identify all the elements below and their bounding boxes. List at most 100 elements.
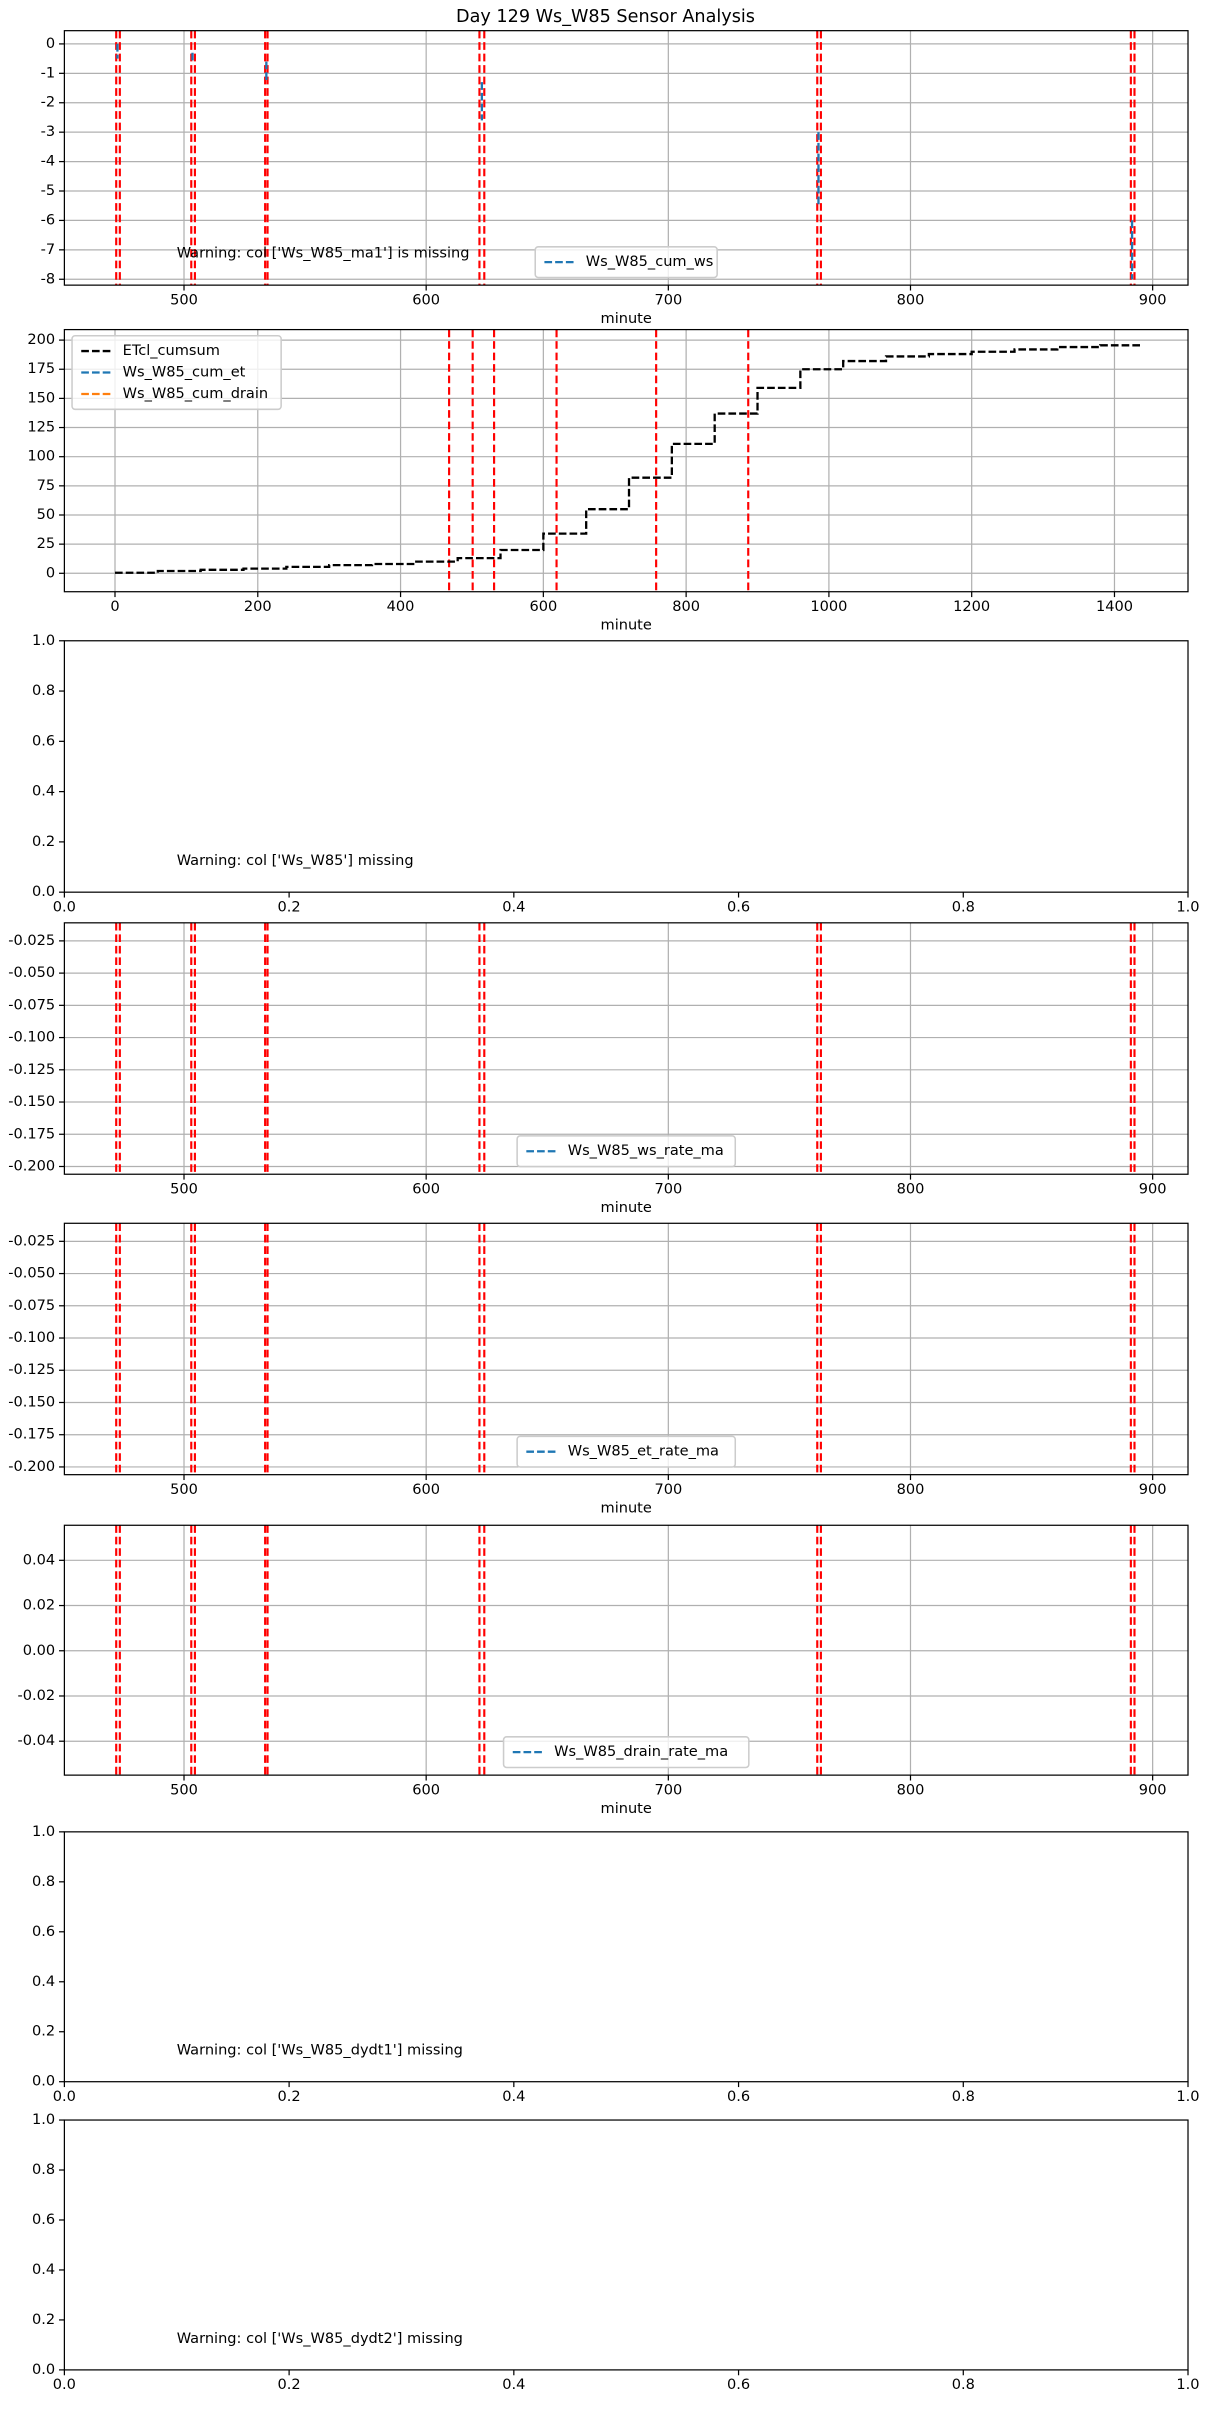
y-tick-label: 1.0 xyxy=(32,2111,55,2128)
x-tick-label: 500 xyxy=(170,1781,198,1798)
x-tick-label: 0.6 xyxy=(727,2088,750,2105)
axes-frame xyxy=(63,328,1189,593)
y-tick-label: 0.4 xyxy=(32,1973,55,1990)
y-tick-label: -0.075 xyxy=(8,1297,55,1314)
y-tick-label: -1 xyxy=(41,64,56,81)
y-tick-label: 0.4 xyxy=(32,783,55,800)
y-tick-label: 0.6 xyxy=(32,1923,55,1940)
legend-box xyxy=(534,246,718,279)
legend-box xyxy=(502,1736,750,1769)
x-tick-label: 700 xyxy=(654,1481,682,1498)
y-tick-label: -5 xyxy=(41,182,56,199)
y-tick-label: -0.125 xyxy=(8,1061,55,1078)
x-tick-label: 0.8 xyxy=(952,899,975,916)
annotation: Warning: col ['Ws_W85_dydt2'] missing xyxy=(177,2330,463,2347)
plot-area xyxy=(64,30,1189,286)
legend-label: Ws_W85_ws_rate_ma xyxy=(568,1142,724,1159)
y-tick-label: -0.175 xyxy=(8,1125,55,1142)
y-tick-label: -0.025 xyxy=(8,1232,55,1249)
y-tick-label: -0.200 xyxy=(8,1157,55,1174)
annotation: Warning: col ['Ws_W85_ma1'] is missing xyxy=(177,245,470,262)
annotation: Warning: col ['Ws_W85_dydt1'] missing xyxy=(177,2042,463,2059)
x-tick-label: 700 xyxy=(654,291,682,308)
y-tick-label: 50 xyxy=(37,506,56,523)
legend-box xyxy=(516,1135,737,1168)
x-tick-label: 800 xyxy=(897,291,925,308)
x-tick-label: 600 xyxy=(412,1481,440,1498)
x-tick-label: 900 xyxy=(1139,1181,1167,1198)
y-tick-label: 125 xyxy=(27,419,55,436)
x-tick-label: 600 xyxy=(412,291,440,308)
y-tick-label: 0.0 xyxy=(32,2361,55,2378)
figure-title: Day 129 Ws_W85 Sensor Analysis xyxy=(456,7,755,27)
x-tick-label: 900 xyxy=(1139,291,1167,308)
x-tick-label: 600 xyxy=(412,1781,440,1798)
x-tick-label: 500 xyxy=(170,1481,198,1498)
y-tick-label: -0.175 xyxy=(8,1426,55,1443)
axes-frame xyxy=(63,1831,1189,2083)
data-line xyxy=(114,344,1144,574)
y-tick-label: -0.04 xyxy=(18,1732,56,1749)
y-tick-label: -2 xyxy=(41,94,56,111)
y-tick-label: -6 xyxy=(41,211,56,228)
x-tick-label: 0.0 xyxy=(53,899,76,916)
legend-box xyxy=(516,1435,737,1468)
x-tick-label: 1400 xyxy=(1096,598,1133,615)
y-tick-label: 0.4 xyxy=(32,2261,55,2278)
axes-frame xyxy=(63,30,1189,286)
y-tick-label: -0.125 xyxy=(8,1361,55,1378)
x-tick-label: 500 xyxy=(170,291,198,308)
x-axis-label: minute xyxy=(601,1499,652,1516)
y-tick-label: 200 xyxy=(27,331,55,348)
y-tick-label: 150 xyxy=(27,389,55,406)
x-tick-label: 0.8 xyxy=(952,2376,975,2393)
x-tick-label: 1.0 xyxy=(1176,2088,1199,2105)
x-tick-label: 0.2 xyxy=(278,899,301,916)
x-tick-label: 800 xyxy=(897,1781,925,1798)
x-tick-label: 0.8 xyxy=(952,2088,975,2105)
y-tick-label: 0 xyxy=(46,35,55,52)
legend-label: Ws_W85_cum_et xyxy=(123,364,246,381)
legend-label: ETcl_cumsum xyxy=(123,342,220,359)
x-tick-label: 0.6 xyxy=(727,2376,750,2393)
x-tick-label: 1000 xyxy=(810,598,847,615)
x-tick-label: 900 xyxy=(1139,1781,1167,1798)
x-tick-label: 0.0 xyxy=(53,2088,76,2105)
x-tick-label: 400 xyxy=(387,598,415,615)
x-tick-label: 1.0 xyxy=(1176,899,1199,916)
y-tick-label: 1.0 xyxy=(32,1823,55,1840)
x-tick-label: 1.0 xyxy=(1176,2376,1199,2393)
x-axis-label: minute xyxy=(601,1800,652,1817)
legend-label: Ws_W85_cum_drain xyxy=(123,385,268,402)
y-tick-label: -0.050 xyxy=(8,964,55,981)
x-tick-label: 800 xyxy=(672,598,700,615)
x-tick-label: 800 xyxy=(897,1481,925,1498)
data-line xyxy=(116,43,1134,280)
y-tick-label: -3 xyxy=(41,123,56,140)
x-tick-label: 600 xyxy=(412,1181,440,1198)
x-tick-label: 0.6 xyxy=(727,899,750,916)
x-tick-label: 0 xyxy=(110,598,119,615)
y-tick-label: 0.8 xyxy=(32,1873,55,1890)
y-tick-label: 0.04 xyxy=(23,1551,55,1568)
y-tick-label: 175 xyxy=(27,360,55,377)
y-tick-label: 0.2 xyxy=(32,833,55,850)
x-tick-label: 0.4 xyxy=(502,2376,525,2393)
y-tick-label: 0.8 xyxy=(32,2161,55,2178)
x-tick-label: 700 xyxy=(654,1781,682,1798)
y-tick-label: -0.02 xyxy=(18,1687,56,1704)
legend-label: Ws_W85_cum_ws xyxy=(586,253,714,270)
x-axis-label: minute xyxy=(601,616,652,633)
y-tick-label: -8 xyxy=(41,270,56,287)
y-tick-label: 0.0 xyxy=(32,883,55,900)
y-tick-label: -7 xyxy=(41,241,56,258)
axes-frame xyxy=(63,922,1189,1175)
axes-frame xyxy=(63,2119,1189,2371)
y-tick-label: 0.6 xyxy=(32,2211,55,2228)
y-tick-label: 1.0 xyxy=(32,632,55,649)
plot-area xyxy=(64,1525,1189,1776)
y-tick-label: -0.100 xyxy=(8,1329,55,1346)
y-tick-label: 25 xyxy=(37,535,56,552)
x-tick-label: 200 xyxy=(244,598,272,615)
